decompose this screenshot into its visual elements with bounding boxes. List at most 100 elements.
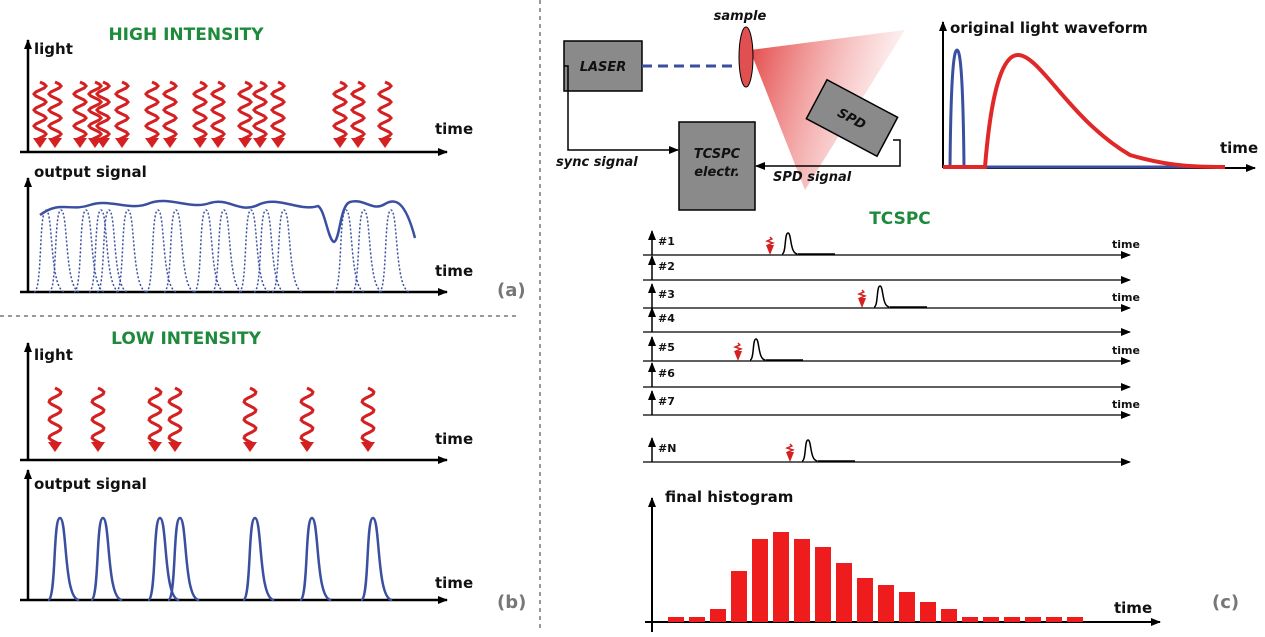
pulse [253,209,286,293]
waveform-title: original light waveform [950,19,1148,37]
histogram-bar [878,585,894,622]
row-label: #4 [658,312,675,325]
photon [242,386,258,446]
pulse [211,209,244,293]
pulse [801,439,818,462]
pulse [46,516,80,602]
histogram-bar [689,617,705,622]
photon [269,80,287,142]
title: HIGH INTENSITY [108,25,264,45]
photon-head [734,351,742,361]
histogram-bar [983,617,999,622]
photon [349,80,367,142]
sample-label: sample [714,9,767,24]
pulse [73,209,106,293]
pulse [163,209,196,293]
blue-pulse [948,48,966,168]
histogram-bar [1046,617,1062,622]
pulse [378,209,411,293]
photon-head [48,138,62,148]
photon [31,80,49,142]
axis-label: time [1114,599,1152,617]
photon [236,80,254,142]
pulse [749,338,766,361]
histogram-bar [836,563,852,622]
laser-label: LASER [580,60,627,75]
histogram-bar [752,539,768,622]
pulse [166,516,200,602]
photon [147,386,163,446]
photon [113,80,131,142]
pulse [193,209,226,293]
histogram-bar [815,547,831,622]
photon [331,80,349,142]
histogram-bar [920,602,936,622]
axis-label: output signal [34,475,147,493]
axis-label: time [435,430,473,448]
spd-line [755,139,901,170]
pulse [873,285,890,308]
axis-label: light [34,346,73,364]
histogram-bar [899,592,915,622]
panel-label: (c) [1212,592,1239,613]
spd-box [805,78,899,158]
histogram-bar [710,609,726,622]
photon-head [361,442,375,452]
histogram-bar [1004,617,1020,622]
photon-head [333,138,347,148]
panel-label: (a) [497,280,526,301]
spd-signal-label: SPD signal [773,170,852,185]
photon [360,386,376,446]
pulse [781,232,798,255]
histogram-bar [962,617,978,622]
photon [94,80,112,142]
pulse [241,516,275,602]
row-time: time [1112,238,1140,251]
pulse [351,209,384,293]
photon [299,386,315,446]
row-label: #3 [658,288,675,301]
histogram-bar [857,578,873,622]
photon-head [243,442,257,452]
photon-head [91,442,105,452]
row-label: #2 [658,260,675,273]
axis-label: light [34,40,73,58]
tcspc-label: TCSPC [694,147,741,162]
pulse [89,516,123,602]
photon-head [96,138,110,148]
photon-head [786,452,794,462]
photon [209,80,227,142]
photon [71,80,89,142]
pulse [359,516,393,602]
pulse [298,516,332,602]
photon-head [193,138,207,148]
photon [161,80,179,142]
row-time: time [1112,344,1140,357]
axis-label: time [1220,139,1258,157]
row-label: #7 [658,395,675,408]
histogram-title: final histogram [665,488,793,506]
row-label: #1 [658,235,675,248]
axis-label: time [435,262,473,280]
histogram-bar [773,532,789,622]
pulse [145,209,178,293]
histogram-bar [1025,617,1041,622]
photon-head [271,138,285,148]
histogram-bar [731,571,747,622]
photon-head [163,138,177,148]
histogram-bar [1067,617,1083,622]
photon-head [33,138,47,148]
photon-head [238,138,252,148]
sync-line [564,65,679,154]
title: LOW INTENSITY [111,329,262,349]
photon-head [378,138,392,148]
pulse [33,209,66,293]
photon-head [168,442,182,452]
axis-label: time [435,574,473,592]
photon [251,80,269,142]
pulse [48,209,81,293]
pulse [115,209,148,293]
photon-head [858,298,866,308]
